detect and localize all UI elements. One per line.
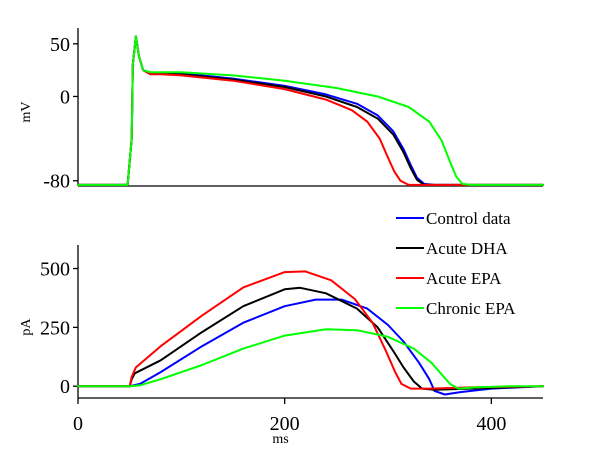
legend-label: Control data [426,209,511,228]
current-x-tick-label: 400 [476,413,506,435]
current-series-acute-epa [77,270,544,390]
voltage-series-chronic-epa [77,35,544,186]
current-series-control-data [77,298,544,396]
voltage-y-tick-label: 50 [50,34,70,56]
legend-item-control-data: Control data [396,209,511,228]
voltage-y-axis: 50 0 -80 mV [19,28,79,193]
legend-label: Acute DHA [426,239,508,258]
current-x-tick-label: 0 [73,413,83,435]
voltage-series-acute-dha [77,35,544,186]
current-series-group [77,270,544,396]
current-y-tick-label: 500 [40,259,70,281]
voltage-y-tick-label: 0 [60,86,70,108]
current-x-axis: 0 200 400 ms [73,397,543,447]
voltage-series-control-data [77,35,544,186]
legend-item-acute-epa: Acute EPA [396,269,502,288]
current-axis-title: pA [19,318,34,336]
current-panel: 500 250 0 pA 0 200 400 ms [19,245,544,447]
legend-label: Chronic EPA [426,299,516,318]
voltage-axis-title: mV [19,102,34,123]
legend-label: Acute EPA [426,269,502,288]
legend-item-acute-dha: Acute DHA [396,239,508,258]
current-y-tick-label: 0 [60,376,70,398]
legend: Control data Acute DHA Acute EPA Chronic EP… [396,209,516,318]
time-axis-title: ms [272,432,288,447]
current-series-chronic-epa [77,328,544,390]
current-y-axis: 500 250 0 pA [19,245,79,398]
voltage-y-ticks: 50 0 -80 [43,34,78,193]
legend-item-chronic-epa: Chronic EPA [396,299,516,318]
current-y-ticks: 500 250 0 [40,259,78,398]
voltage-series-group [77,35,544,186]
current-x-tick-label: 200 [270,413,300,435]
current-x-ticks: 0 200 400 [73,398,506,435]
voltage-y-tick-label: -80 [43,171,70,193]
voltage-panel: 50 0 -80 mV [19,28,544,193]
voltage-series-acute-epa [77,35,544,186]
current-y-tick-label: 250 [40,317,70,339]
